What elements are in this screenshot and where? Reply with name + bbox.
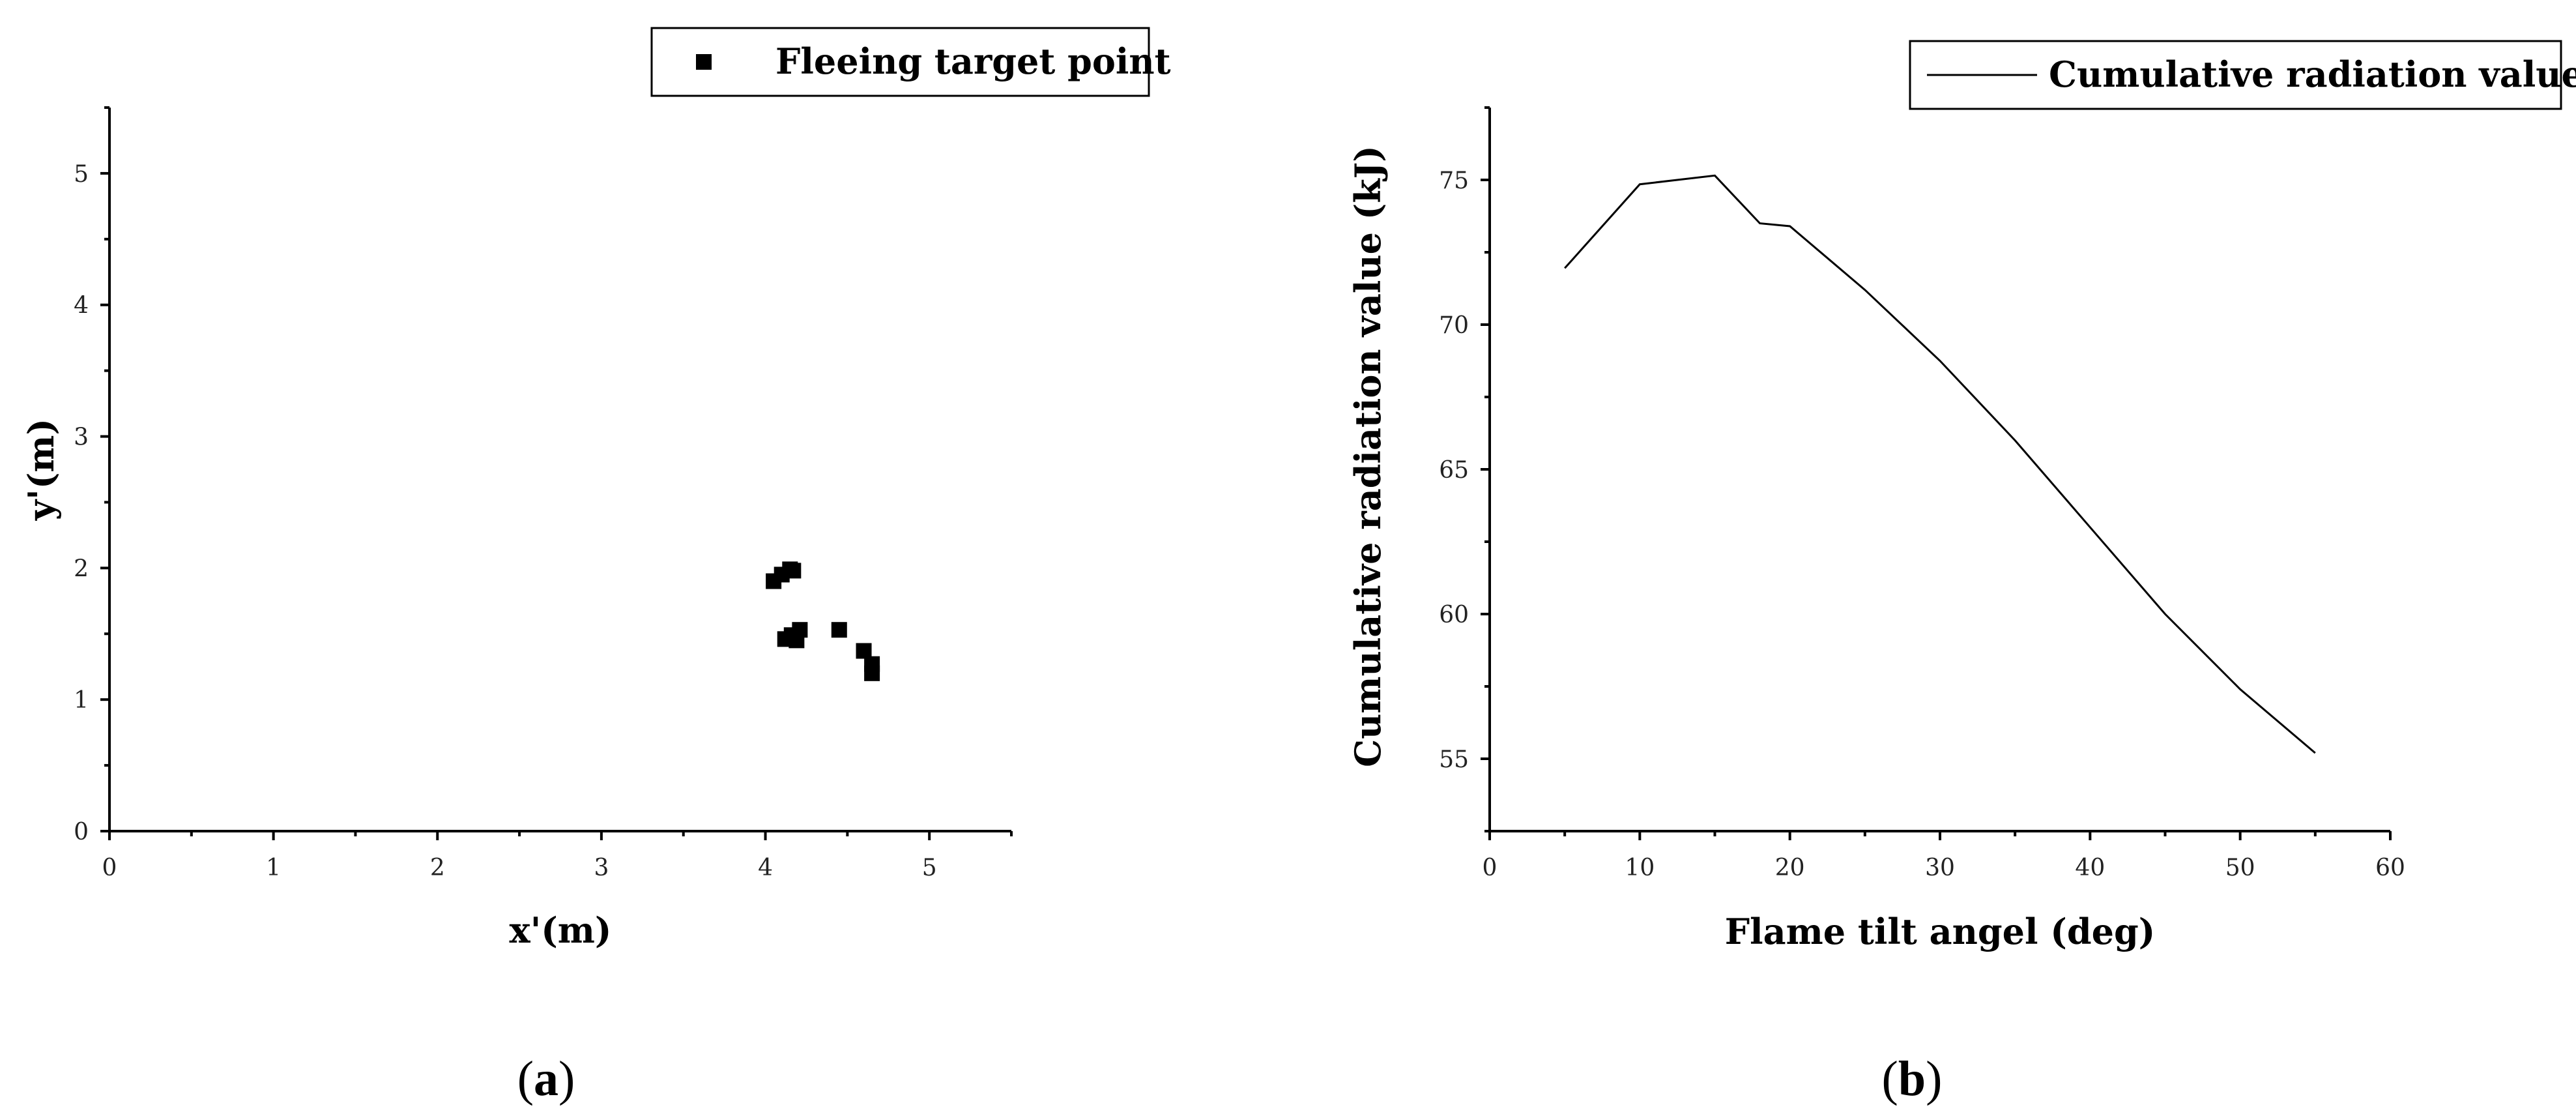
chart-panel-a: 0 1 2 3 4 5 0 1 2 3 4 5 x'(m) y'(m) Fleeing target poi… <box>20 27 1171 1106</box>
x-tick-label: 5 <box>922 855 937 881</box>
x-tick-label: 30 <box>1925 855 1955 881</box>
y-tick-label: 4 <box>74 293 89 319</box>
data-point-marker <box>856 643 872 659</box>
x-tick-label: 2 <box>430 855 445 881</box>
y-tick-label: 65 <box>1439 457 1469 484</box>
legend-marker <box>696 54 712 70</box>
data-point-marker <box>785 563 802 579</box>
y-tick-label: 75 <box>1439 168 1469 194</box>
x-tick-label: 60 <box>2375 855 2405 881</box>
x-tick-label: 20 <box>1775 855 1805 881</box>
data-point-marker <box>831 622 847 638</box>
legend-label: Cumulative radiation value <box>2049 53 2576 95</box>
y-tick-label: 3 <box>74 424 89 451</box>
data-point-marker <box>792 622 808 638</box>
panel-label: (b) <box>1882 1051 1943 1106</box>
x-tick-label: 50 <box>2225 855 2255 881</box>
x-tick-label: 4 <box>758 855 773 881</box>
x-tick-label: 0 <box>1483 855 1498 881</box>
y-axis-title: y'(m) <box>20 419 62 521</box>
legend-box <box>650 27 1150 97</box>
data-point-marker <box>864 665 880 681</box>
y-tick-label: 0 <box>74 819 89 845</box>
y-axis-title: Cumulative radiation value (kJ) <box>1347 145 1389 767</box>
y-tick-label: 5 <box>74 161 89 188</box>
y-tick-label: 2 <box>74 555 89 582</box>
x-axis-title: x'(m) <box>510 909 612 951</box>
y-tick-label: 1 <box>74 687 89 714</box>
y-tick-label: 60 <box>1439 602 1469 628</box>
x-axis-title: Flame tilt angel (deg) <box>1725 911 2156 952</box>
panel-label: (a) <box>517 1051 575 1106</box>
y-tick-label: 70 <box>1439 312 1469 339</box>
x-tick-label: 40 <box>2075 855 2105 881</box>
chart-panel-b: 0 10 20 30 40 50 60 55 60 65 70 75 Flame tilt angel … <box>1347 40 2576 1106</box>
x-tick-label: 1 <box>266 855 281 881</box>
x-tick-label: 10 <box>1625 855 1655 881</box>
x-tick-label: 0 <box>102 855 117 881</box>
x-tick-label: 3 <box>594 855 609 881</box>
legend-label: Fleeing target point <box>775 40 1171 82</box>
series-line <box>1564 174 2316 754</box>
y-tick-label: 55 <box>1439 746 1469 773</box>
